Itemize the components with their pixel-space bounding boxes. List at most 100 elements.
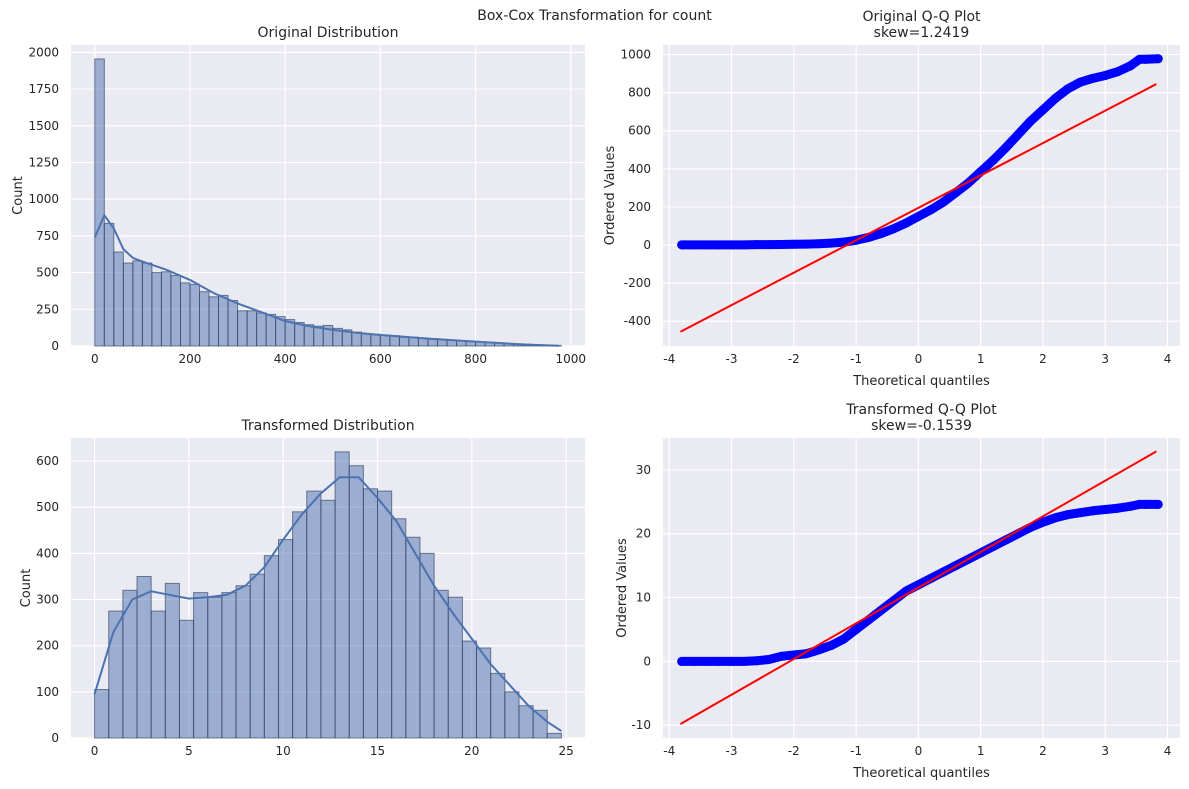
x-tick-label: -2 (788, 352, 800, 366)
x-tick-label: -4 (663, 744, 675, 758)
y-tick-label: 500 (36, 266, 59, 280)
histogram-bar (292, 511, 308, 739)
histogram-bar (377, 490, 393, 739)
histogram-bar (518, 705, 534, 739)
histogram-bar (193, 592, 209, 739)
qq-fit-line (679, 450, 1157, 725)
y-tick-label: 1000 (28, 192, 59, 206)
panel-transformed-histogram: 0 5 10 15 20 25 0 100 200 300 400 500 600 Transformed… (19, 418, 585, 758)
x-tick-label: 400 (274, 352, 297, 366)
histogram-bar (108, 610, 124, 739)
histogram-bar (113, 251, 124, 347)
y-tick-label: 300 (36, 593, 59, 607)
histogram-bar (246, 310, 258, 347)
histogram-bar (398, 336, 410, 347)
y-tick-label: 0 (643, 238, 651, 252)
x-tick-label: 3 (1101, 352, 1109, 366)
x-tick-label: 1 (977, 352, 985, 366)
histogram-bar (136, 575, 152, 739)
chart-title: Original Q-Q Plot skew=1.2419 (862, 9, 981, 41)
histogram-bar (256, 312, 267, 347)
histogram-bar (532, 709, 548, 739)
y-tick-label: 200 (628, 200, 651, 214)
y-tick-label: 2000 (28, 45, 59, 59)
histogram-bar (263, 555, 279, 739)
histogram-bar (178, 619, 195, 739)
y-tick-label: 800 (628, 86, 651, 100)
histogram-bar (433, 589, 449, 739)
x-tick-label: -1 (850, 744, 862, 758)
histogram-bar (208, 296, 220, 347)
histogram-bar (207, 596, 223, 739)
x-tick-label: 0 (91, 744, 99, 758)
histogram-bar (504, 691, 520, 739)
histogram-bar (237, 310, 248, 347)
x-tick-label: 3 (1101, 744, 1109, 758)
histogram-bar (249, 573, 265, 739)
y-tick-label: 400 (628, 162, 651, 176)
y-tick-label: 200 (36, 639, 59, 653)
histogram-bar (227, 299, 239, 347)
histogram-bar (360, 333, 372, 347)
x-tick-label: -3 (726, 744, 738, 758)
y-tick-label: 1000 (620, 48, 651, 62)
histogram-bar (546, 732, 562, 739)
x-tick-label: 0 (915, 352, 923, 366)
chart-title: Transformed Q-Q Plot skew=-0.1539 (845, 402, 997, 434)
kde-curve (93, 213, 559, 347)
x-tick-label: 15 (370, 744, 385, 758)
histogram-bar (277, 539, 294, 739)
histogram-bar (379, 334, 391, 347)
histogram-bar (391, 518, 407, 739)
y-axis-label: Count (19, 569, 34, 608)
y-tick-label: 1750 (28, 82, 59, 96)
x-tick-label: -4 (663, 352, 675, 366)
x-tick-label: 10 (276, 744, 291, 758)
x-tick-label: 0 (91, 352, 99, 366)
histogram-bar (447, 596, 463, 739)
histogram-bar (320, 499, 336, 739)
histogram-bar (164, 582, 180, 739)
y-tick-label: 10 (636, 591, 651, 605)
panel-original-histogram: 0 200 400 600 800 1000 0 250 500 750 1000 1250 1500 1… (11, 25, 586, 366)
histogram-bar (461, 640, 478, 739)
y-tick-label: 400 (36, 546, 59, 560)
histogram-bar (160, 271, 172, 347)
histogram-bar (150, 610, 166, 739)
y-tick-label: 250 (36, 302, 59, 316)
histogram-bar (370, 333, 381, 347)
y-tick-label: -10 (631, 718, 651, 732)
x-tick-label: 1 (977, 744, 985, 758)
histogram-bar (141, 262, 153, 347)
histogram-bar (151, 272, 162, 347)
histogram-bar (199, 291, 210, 347)
x-tick-label: 200 (179, 352, 202, 366)
histogram-bar (294, 322, 305, 347)
qq-fit-line (679, 83, 1157, 333)
y-tick-label: 0 (643, 654, 651, 668)
histogram-bar (218, 294, 229, 347)
qq-point-trace (677, 54, 1163, 250)
histogram-bar (405, 536, 421, 739)
x-tick-label: 1000 (555, 352, 586, 366)
histogram-bar (179, 282, 191, 347)
y-tick-label: 750 (36, 229, 59, 243)
histogram-bar (103, 222, 115, 347)
y-tick-label: 600 (36, 454, 59, 468)
histogram-bar (221, 592, 237, 739)
x-tick-label: 600 (369, 352, 392, 366)
histogram-bar (265, 313, 277, 347)
histogram-bar (306, 490, 322, 739)
x-tick-label: 25 (558, 744, 573, 758)
y-tick-label: 0 (51, 339, 59, 353)
histogram-bar (490, 672, 506, 739)
x-tick-label: 2 (1039, 352, 1047, 366)
y-axis-label: Ordered Values (603, 146, 618, 246)
histogram-bar (94, 58, 105, 347)
y-tick-label: 500 (36, 500, 59, 514)
panel-original-qq-plot: -4 -3 -2 -1 0 1 2 3 4 -400 -200 0 200 400 600 800 1000 Or… (603, 9, 1180, 389)
y-tick-label: 100 (36, 685, 59, 699)
y-tick-label: 20 (636, 527, 651, 541)
